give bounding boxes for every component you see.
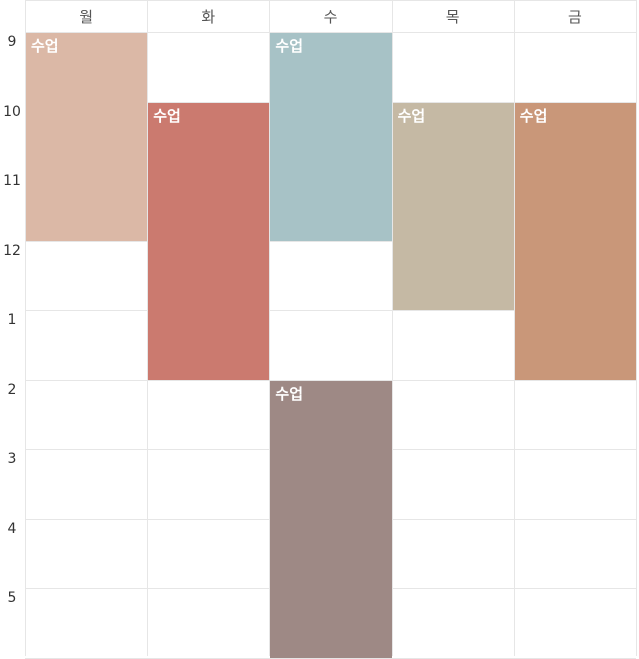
time-label: 12 [3,242,21,259]
time-label: 5 [7,590,17,606]
time-label: 3 [7,451,17,467]
time-label: 2 [7,381,17,398]
grid-row-line [25,310,636,311]
time-label: 9 [7,34,17,50]
grid-row-line [25,657,636,659]
class-block[interactable]: 수업 [26,33,148,241]
class-block[interactable]: 수업 [392,102,514,310]
class-title: 수업 [31,37,59,55]
grid-row-line [25,240,636,242]
day-header: 수 [323,7,338,26]
class-title: 수업 [519,106,548,125]
grid-column-line [147,0,149,656]
class-title: 수업 [275,384,303,403]
grid-row-line [25,379,636,381]
day-header: 목 [445,7,460,26]
class-block[interactable]: 수업 [270,380,392,658]
time-label: 4 [7,520,17,537]
class-title: 수업 [153,106,181,125]
time-label: 11 [3,173,21,189]
class-block[interactable]: 수업 [514,102,636,380]
class-title: 수업 [397,106,426,125]
grid-column-line [636,0,637,656]
class-block[interactable]: 수업 [270,33,392,241]
grid-column-line [513,0,515,656]
grid-column-line [269,0,271,656]
grid-column-line [25,0,26,656]
grid-row-line [25,32,636,33]
day-header: 월 [79,7,93,26]
day-header: 금 [567,7,582,26]
class-title: 수업 [275,37,303,55]
day-header: 화 [201,7,216,26]
grid-row-line [25,0,636,1]
time-label: 10 [3,103,21,120]
time-label: 1 [7,312,17,328]
class-block[interactable]: 수업 [148,102,270,380]
grid-column-line [391,0,393,656]
